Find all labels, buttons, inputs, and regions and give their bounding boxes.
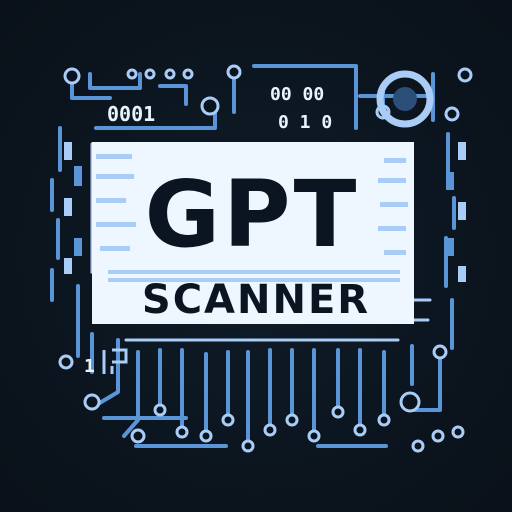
scanner-plate [92, 142, 414, 324]
circuit-nodes [58, 64, 473, 453]
logo-main-text: GPT [145, 161, 360, 268]
binary-label-left: 0001 [107, 102, 155, 126]
binary-label-top-right: 00 00 [270, 84, 324, 105]
left-data-columns [64, 142, 82, 274]
target-ring [376, 70, 434, 128]
binary-label-bottom-left: 1 [84, 356, 95, 377]
logo-sub-text: SCANNER [142, 277, 370, 323]
right-data-columns [446, 142, 466, 282]
mini-emblem [102, 348, 128, 374]
binary-label-bottom-right: 0 1 0 [278, 112, 332, 133]
